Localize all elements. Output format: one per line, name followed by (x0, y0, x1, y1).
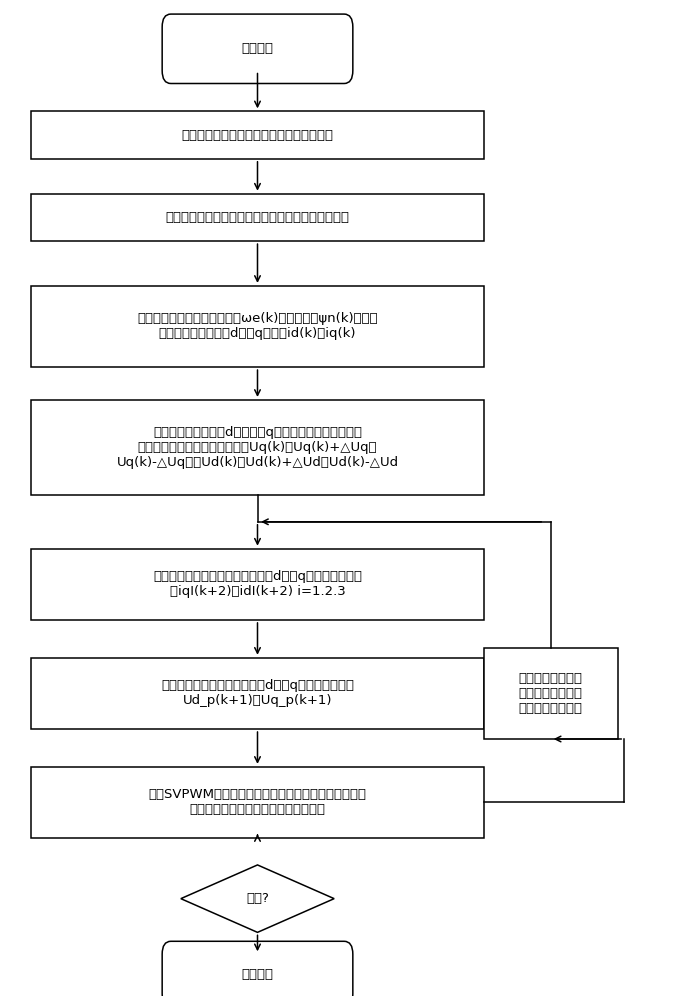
Text: 将上述变量带入预测模型，可分别d轴和q轴两组电流预测
値iqI(k+2)和idI(k+2) i=1.2.3: 将上述变量带入预测模型，可分别d轴和q轴两组电流预测 値iqI(k+2)和idI… (153, 570, 362, 598)
Text: 运行SVPWM调制，根据最优控制量产生调制信号，与载
波信号做比较形成开关管驱动脉冲信号: 运行SVPWM调制，根据最优控制量产生调制信号，与载 波信号做比较形成开关管驱动… (148, 788, 367, 816)
Text: 采样计算当前时刻机械角速度ωe(k)、磁链幅値ψn(k)以及电
感电流坐标变换后的d轴和q轴电流id(k)、iq(k): 采样计算当前时刻机械角速度ωe(k)、磁链幅値ψn(k)以及电 感电流坐标变换后… (137, 312, 378, 340)
Text: 开始运行: 开始运行 (242, 42, 273, 55)
Bar (31, 658, 484, 729)
Bar (31, 549, 484, 620)
FancyBboxPatch shape (162, 941, 353, 1000)
Text: 根据设定控制规则对d轴电流和q轴电流分别列举三个下一
时刻可能出现的控制量，分别是Uq(k)、Uq(k)+△Uq、
Uq(k)-△Uq以及Ud(k)、Ud(k): 根据设定控制规则对d轴电流和q轴电流分别列举三个下一 时刻可能出现的控制量，分别… (117, 426, 398, 469)
Text: 根据交流变换器电路模型列写电流状态方程: 根据交流变换器电路模型列写电流状态方程 (182, 129, 333, 142)
FancyBboxPatch shape (162, 14, 353, 84)
Polygon shape (181, 865, 334, 932)
Text: 结束?: 结束? (246, 892, 269, 905)
Bar (484, 648, 618, 739)
Bar (31, 400, 484, 495)
Text: 退出运行: 退出运行 (242, 968, 273, 981)
Text: 运行代价函数，得到下一时刻d轴和q轴的最优控制量
Ud_p(k+1)和Uq_p(k+1): 运行代价函数，得到下一时刻d轴和q轴的最优控制量 Ud_p(k+1)和Uq_p(… (161, 679, 354, 707)
Bar (31, 286, 484, 367)
Bar (31, 194, 484, 241)
Text: 利用前向欧拉法离散化状态方程得到系统的预测模型: 利用前向欧拉法离散化状态方程得到系统的预测模型 (165, 211, 350, 224)
Bar (31, 767, 484, 838)
Text: 存储最优控制量并
计算下一控制周期
内预测模型补偿量: 存储最优控制量并 计算下一控制周期 内预测模型补偿量 (519, 672, 583, 715)
Bar (31, 111, 484, 159)
